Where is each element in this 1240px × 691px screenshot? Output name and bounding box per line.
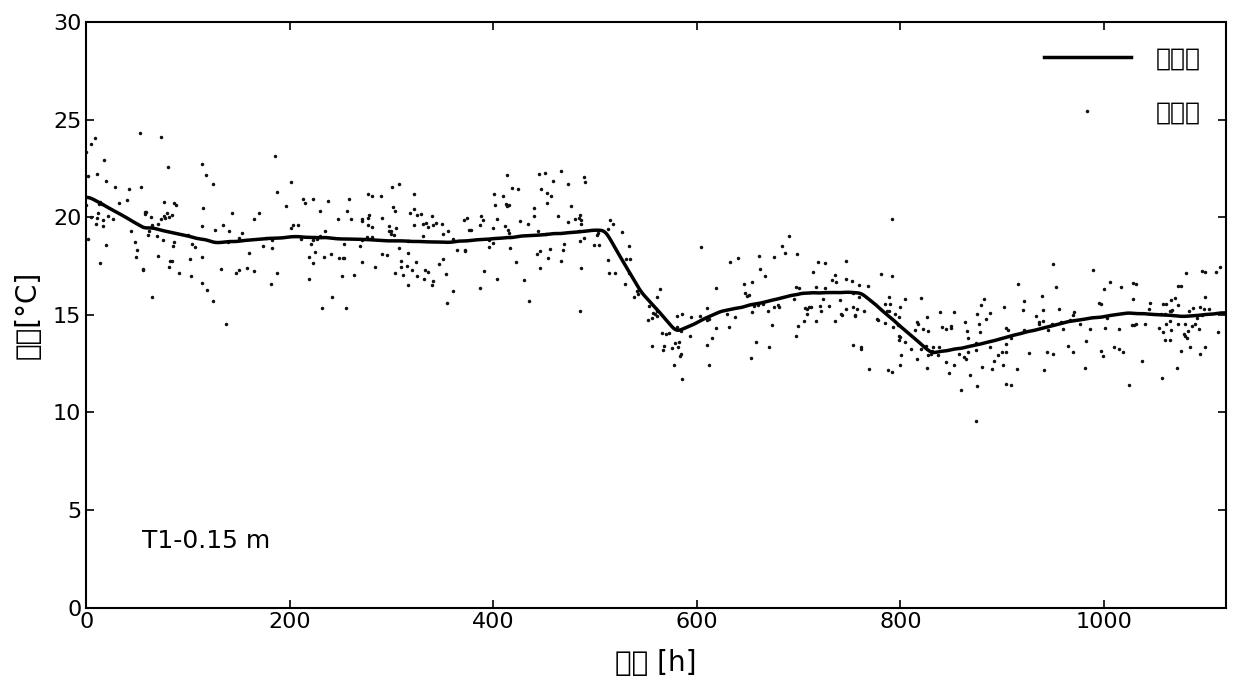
模拟值 (1185, 312, 1200, 320)
实测值 (133, 129, 148, 138)
Y-axis label: 温度[°C]: 温度[°C] (14, 271, 42, 359)
实测值 (761, 343, 776, 352)
模拟值 (603, 235, 618, 243)
Legend: 模拟值, 实测值: 模拟值, 实测值 (1032, 35, 1214, 138)
实测值 (932, 308, 947, 316)
实测值 (968, 417, 983, 425)
模拟值 (1187, 312, 1202, 320)
模拟值 (977, 339, 992, 347)
模拟值 (79, 193, 94, 202)
实测值 (382, 222, 397, 230)
实测值 (1213, 263, 1228, 272)
模拟值 (926, 348, 941, 357)
实测值 (295, 195, 310, 203)
模拟值 (634, 287, 649, 295)
Line: 实测值: 实测值 (84, 131, 1223, 423)
Line: 模拟值: 模拟值 (87, 198, 1226, 352)
X-axis label: 时间 [h]: 时间 [h] (615, 649, 697, 677)
实测值 (849, 305, 864, 313)
Text: T1-0.15 m: T1-0.15 m (143, 529, 270, 553)
实测值 (574, 216, 589, 224)
模拟值 (136, 223, 151, 231)
模拟值 (1219, 309, 1234, 317)
实测值 (79, 200, 94, 209)
